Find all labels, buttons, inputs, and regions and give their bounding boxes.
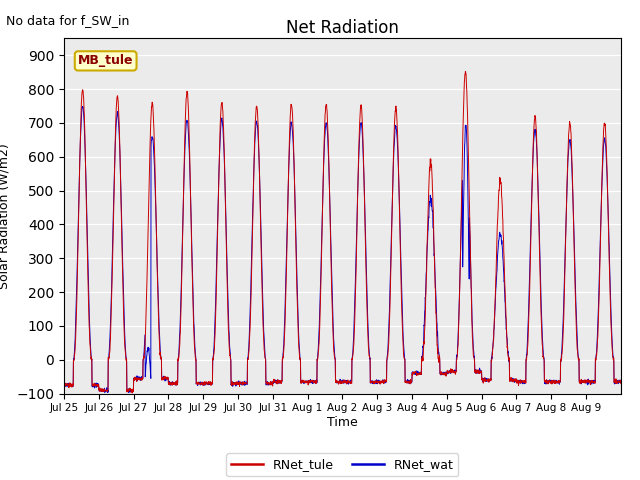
RNet_tule (376, 381, 384, 387)
Y-axis label: Solar Radiation (W/m2): Solar Radiation (W/m2) (0, 143, 11, 289)
Title: Net Radiation: Net Radiation (286, 19, 399, 37)
RNet_wat (125, 390, 132, 396)
RNet_wat (236, 379, 244, 385)
X-axis label: Time: Time (327, 416, 358, 429)
RNet_tule (542, 378, 550, 384)
RNet_tule (511, 378, 518, 384)
Line: RNet_tule: RNet_tule (64, 72, 621, 393)
Legend: RNet_tule, RNet_wat: RNet_tule, RNet_wat (227, 453, 458, 476)
RNet_wat (617, 377, 625, 383)
RNet_tule (617, 381, 625, 386)
RNet_tule (461, 69, 469, 74)
Text: No data for f_SW_in: No data for f_SW_in (6, 14, 130, 27)
RNet_wat (60, 380, 68, 385)
RNet_wat (609, 354, 617, 360)
RNet_tule (116, 136, 124, 142)
RNet_wat (116, 148, 124, 154)
RNet_wat (511, 379, 518, 385)
Text: MB_tule: MB_tule (78, 54, 133, 67)
RNet_tule (609, 357, 617, 363)
RNet_tule (236, 379, 244, 384)
RNet_tule (60, 381, 68, 386)
RNet_tule (129, 390, 136, 396)
Line: RNet_wat: RNet_wat (64, 107, 621, 393)
RNet_wat (79, 104, 86, 109)
RNet_wat (542, 381, 550, 387)
RNet_wat (376, 379, 384, 385)
